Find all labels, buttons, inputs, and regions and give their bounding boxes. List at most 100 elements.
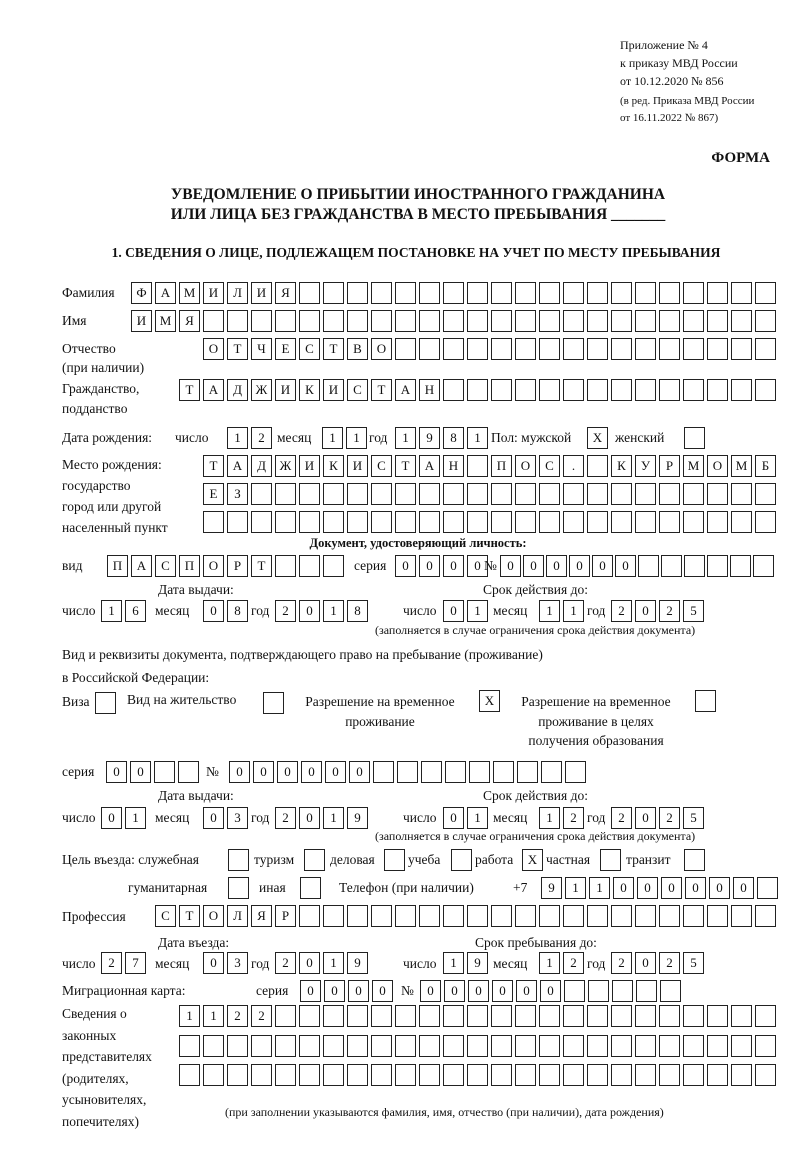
char-box[interactable] (755, 1035, 776, 1057)
char-box[interactable]: К (611, 455, 632, 477)
char-box[interactable]: В (347, 338, 368, 360)
char-box[interactable] (539, 379, 560, 401)
char-box[interactable]: И (251, 282, 272, 304)
char-box[interactable]: П (179, 555, 200, 577)
char-box[interactable] (299, 905, 320, 927)
char-box[interactable]: О (371, 338, 392, 360)
char-box[interactable] (419, 1064, 440, 1086)
char-box[interactable] (203, 1064, 224, 1086)
char-box[interactable] (419, 282, 440, 304)
char-box[interactable] (347, 511, 368, 533)
char-box[interactable] (395, 310, 416, 332)
char-box[interactable]: 1 (539, 952, 560, 974)
char-box[interactable] (515, 1064, 536, 1086)
char-box[interactable] (731, 379, 752, 401)
char-box[interactable]: А (227, 455, 248, 477)
char-box[interactable]: 2 (101, 952, 122, 974)
char-box[interactable] (371, 905, 392, 927)
char-box[interactable]: А (419, 455, 440, 477)
birth-place-field-3[interactable] (203, 511, 779, 533)
char-box[interactable]: С (347, 379, 368, 401)
char-box[interactable]: 2 (275, 807, 296, 829)
char-box[interactable]: 2 (611, 600, 632, 622)
char-box[interactable] (491, 483, 512, 505)
char-box[interactable]: . (563, 455, 584, 477)
char-box[interactable] (299, 282, 320, 304)
char-box[interactable] (419, 905, 440, 927)
char-box[interactable] (539, 1035, 560, 1057)
char-box[interactable] (251, 1064, 272, 1086)
purpose-other-checkbox[interactable] (300, 877, 324, 899)
char-box[interactable] (731, 310, 752, 332)
char-box[interactable] (227, 511, 248, 533)
char-box[interactable] (515, 310, 536, 332)
char-box[interactable]: 5 (683, 600, 704, 622)
char-box[interactable] (563, 1035, 584, 1057)
char-box[interactable] (587, 310, 608, 332)
char-box[interactable] (419, 310, 440, 332)
char-box[interactable] (757, 877, 778, 899)
char-box[interactable]: 1 (101, 600, 122, 622)
char-box[interactable] (731, 1064, 752, 1086)
char-box[interactable]: 8 (347, 600, 368, 622)
temp-residence-checkbox[interactable]: X (479, 690, 503, 712)
char-box[interactable] (539, 1005, 560, 1027)
char-box[interactable]: Р (275, 905, 296, 927)
char-box[interactable]: 2 (563, 807, 584, 829)
char-box[interactable] (395, 282, 416, 304)
char-box[interactable]: 0 (546, 555, 567, 577)
char-box[interactable] (371, 1035, 392, 1057)
char-box[interactable] (515, 1005, 536, 1027)
char-box[interactable] (659, 338, 680, 360)
char-box[interactable]: 0 (348, 980, 369, 1002)
char-box[interactable] (251, 1035, 272, 1057)
char-box[interactable] (635, 338, 656, 360)
char-box[interactable]: Д (251, 455, 272, 477)
char-box[interactable] (467, 455, 488, 477)
char-box[interactable]: 0 (203, 807, 224, 829)
char-box[interactable] (755, 379, 776, 401)
char-box[interactable]: 0 (444, 980, 465, 1002)
char-box[interactable]: Я (275, 282, 296, 304)
char-box[interactable]: 2 (227, 1005, 248, 1027)
char-box[interactable] (397, 761, 418, 783)
char-box[interactable]: 2 (275, 952, 296, 974)
char-box[interactable] (515, 511, 536, 533)
char-box[interactable] (755, 511, 776, 533)
char-box[interactable] (659, 905, 680, 927)
char-box[interactable] (275, 310, 296, 332)
char-box[interactable] (347, 1064, 368, 1086)
char-box[interactable]: 9 (347, 952, 368, 974)
char-box[interactable]: 0 (615, 555, 636, 577)
char-box[interactable] (661, 555, 682, 577)
char-box[interactable]: Т (203, 455, 224, 477)
char-box[interactable] (755, 905, 776, 927)
char-box[interactable] (323, 511, 344, 533)
char-box[interactable] (588, 980, 609, 1002)
char-box[interactable] (95, 692, 116, 714)
char-box[interactable] (299, 483, 320, 505)
char-box[interactable] (228, 849, 249, 871)
char-box[interactable]: 0 (203, 600, 224, 622)
char-box[interactable] (323, 1035, 344, 1057)
char-box[interactable]: 3 (227, 807, 248, 829)
char-box[interactable] (515, 1035, 536, 1057)
char-box[interactable] (419, 1035, 440, 1057)
char-box[interactable] (611, 905, 632, 927)
char-box[interactable] (371, 1005, 392, 1027)
char-box[interactable]: 0 (467, 555, 488, 577)
char-box[interactable]: 9 (347, 807, 368, 829)
char-box[interactable]: Т (179, 379, 200, 401)
char-box[interactable]: Я (179, 310, 200, 332)
char-box[interactable]: С (539, 455, 560, 477)
char-box[interactable] (683, 282, 704, 304)
